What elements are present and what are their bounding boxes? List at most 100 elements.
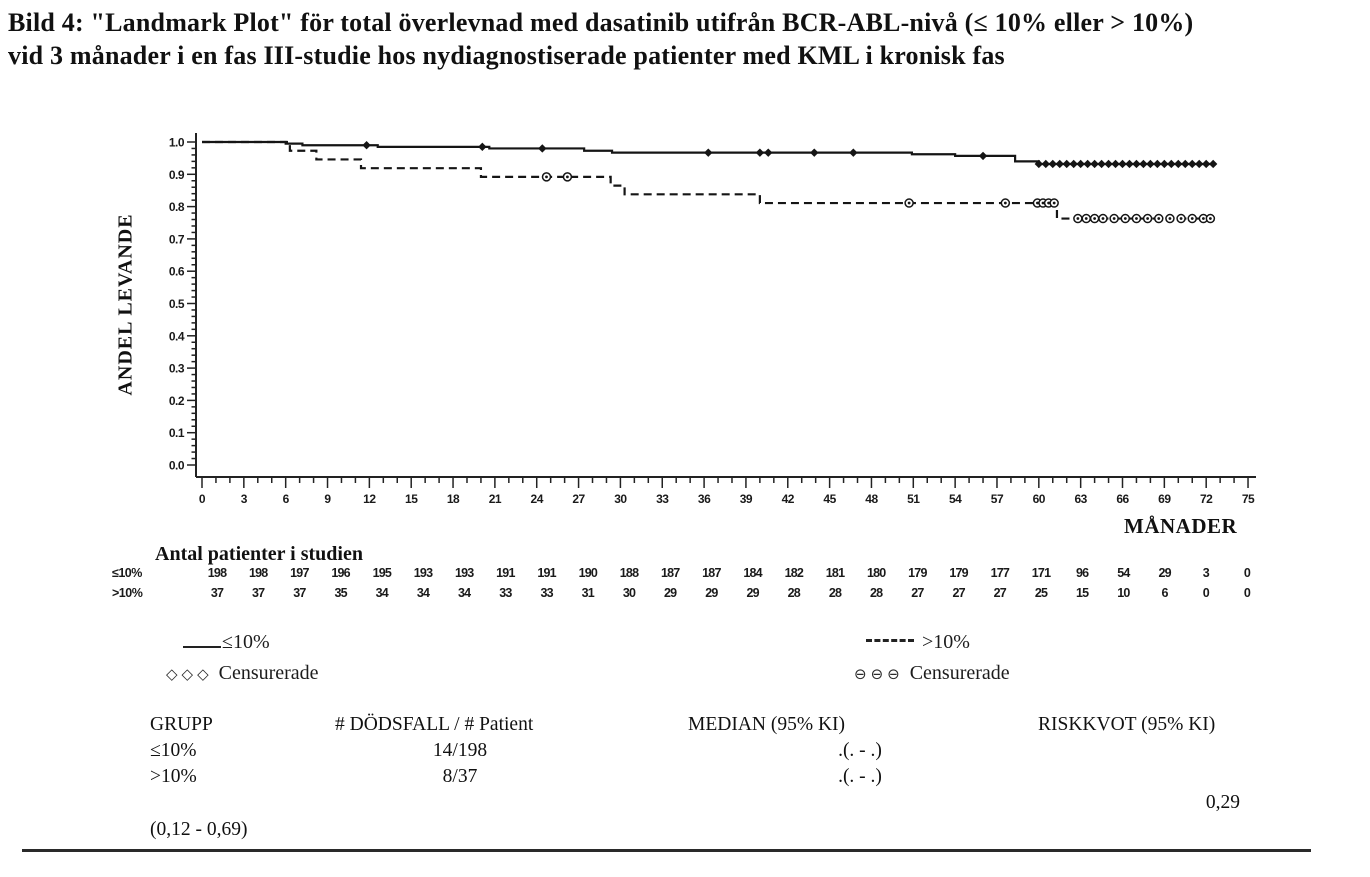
at-risk-value: 34	[416, 586, 430, 600]
svg-text:0.0: 0.0	[169, 459, 185, 473]
svg-text:0.1: 0.1	[169, 426, 185, 440]
at-risk-value: 37	[252, 586, 265, 600]
diamond-censor-mark	[538, 144, 547, 153]
circle-censor-dot	[1041, 201, 1045, 205]
circle-censor-dot	[1084, 217, 1088, 220]
svg-text:57: 57	[991, 492, 1004, 506]
svg-text:18: 18	[447, 492, 460, 506]
at-risk-value: 193	[454, 566, 474, 580]
diamond-censor-mark	[1139, 159, 1148, 169]
y-axis-label: ANDEL LEVANDE	[114, 213, 137, 396]
diamond-censor-mark	[1090, 159, 1099, 169]
svg-text:30: 30	[614, 492, 627, 506]
legend-gt10: >10%	[866, 631, 970, 654]
legend-censored-le10-label: Censurerade	[218, 662, 319, 684]
stats-row2-dodsfall: 8/37	[442, 766, 478, 787]
circle-censor-dot	[1201, 217, 1205, 220]
stats-row2-grupp: >10%	[150, 766, 197, 787]
circle-censor-mark	[541, 172, 552, 182]
diamond-censor-mark	[755, 148, 765, 157]
svg-text:0.5: 0.5	[169, 297, 185, 311]
svg-text:45: 45	[823, 492, 836, 506]
at-risk-value: 29	[664, 586, 677, 600]
at-risk-value: 15	[1076, 586, 1089, 600]
at-risk-row-label: >10%	[112, 586, 143, 600]
diamond-censor-mark	[1055, 159, 1064, 169]
legend-le10-label: ≤10%	[222, 631, 270, 653]
svg-text:42: 42	[782, 492, 795, 506]
circle-censor-dot	[1036, 201, 1039, 205]
diamond-censor-mark	[1195, 159, 1204, 169]
at-risk-value: 184	[743, 566, 762, 580]
legend-censored-gt10: ⊖⊖⊖ Censurerade	[854, 662, 1010, 685]
figure-title-line2: vid 3 månader i en fas III-studie hos ny…	[8, 41, 1005, 70]
svg-text:3: 3	[241, 492, 248, 506]
legend-censored-gt10-label: Censurerade	[909, 662, 1010, 684]
legend-gt10-label: >10%	[922, 631, 970, 653]
diamond-censor-mark	[1132, 159, 1141, 169]
riskkvot-ci: (0,12 - 0,69)	[150, 819, 248, 840]
at-risk-value: 3	[1202, 566, 1210, 580]
circle-censor-mark	[1032, 198, 1043, 208]
diamond-censor-mark	[478, 142, 487, 152]
svg-text:33: 33	[656, 492, 669, 506]
at-risk-value: 54	[1117, 566, 1130, 580]
circle-censor-mark	[1154, 213, 1164, 224]
circle-censor-mark	[1205, 213, 1216, 224]
circle-censor-mark	[1165, 213, 1175, 224]
diamond-censor-mark	[1076, 159, 1085, 169]
diamond-censor-mark	[978, 151, 988, 161]
circle-censor-mark	[1098, 213, 1108, 224]
at-risk-value: 187	[702, 566, 721, 580]
at-risk-value: 187	[660, 566, 680, 580]
circle-censor-icon: ⊖⊖⊖	[854, 665, 904, 683]
circle-censor-dot	[545, 175, 548, 179]
diamond-censor-mark	[1048, 159, 1057, 169]
at-risk-value: 0	[1243, 586, 1251, 600]
bottom-rule	[22, 849, 1311, 852]
svg-text:0.8: 0.8	[169, 200, 185, 214]
at-risk-value: 96	[1076, 566, 1089, 580]
at-risk-value: 171	[1031, 566, 1051, 580]
diamond-censor-mark	[1097, 159, 1106, 169]
svg-text:27: 27	[572, 492, 585, 506]
svg-text:0.3: 0.3	[169, 362, 185, 376]
at-risk-value: 37	[210, 586, 224, 600]
circle-censor-dot	[566, 175, 569, 179]
at-risk-value: 34	[375, 586, 389, 600]
circle-censor-mark	[1198, 213, 1209, 224]
circle-censor-dot	[1112, 217, 1116, 220]
stats-row1-dodsfall: 14/198	[432, 740, 488, 761]
svg-text:6: 6	[283, 492, 290, 506]
at-risk-value: 0	[1243, 566, 1251, 580]
svg-text:0.7: 0.7	[169, 232, 185, 246]
circle-censor-mark	[1109, 213, 1119, 224]
circle-censor-mark	[1187, 213, 1197, 224]
diamond-censor-mark	[1174, 159, 1183, 169]
at-risk-value: 27	[952, 586, 965, 600]
diamond-censor-mark	[704, 148, 713, 157]
stats-row2-median: .(. - .)	[838, 766, 882, 787]
circle-censor-mark	[562, 172, 573, 182]
circle-censor-dot	[1168, 217, 1172, 220]
circle-censor-dot	[1146, 217, 1150, 220]
at-risk-value: 10	[1117, 586, 1130, 600]
diamond-censor-icon: ◇◇◇	[166, 665, 213, 683]
svg-text:9: 9	[324, 492, 331, 506]
at-risk-value: 188	[619, 566, 639, 580]
svg-text:48: 48	[865, 492, 878, 506]
at-risk-value: 198	[207, 566, 227, 580]
censor-marks	[541, 172, 1216, 224]
diamond-censor-mark	[1111, 159, 1120, 169]
stats-header-dodsfall: # DÖDSFALL / # Patient	[335, 714, 534, 735]
svg-text:1.0: 1.0	[169, 136, 185, 150]
riskkvot-value: 0,29	[1205, 792, 1240, 813]
circle-censor-dot	[1003, 201, 1007, 205]
at-risk-value: 27	[993, 586, 1007, 600]
circle-censor-dot	[1093, 217, 1097, 220]
diamond-censor-mark	[1153, 159, 1162, 169]
svg-text:60: 60	[1033, 492, 1046, 506]
at-risk-value: 6	[1161, 586, 1169, 600]
